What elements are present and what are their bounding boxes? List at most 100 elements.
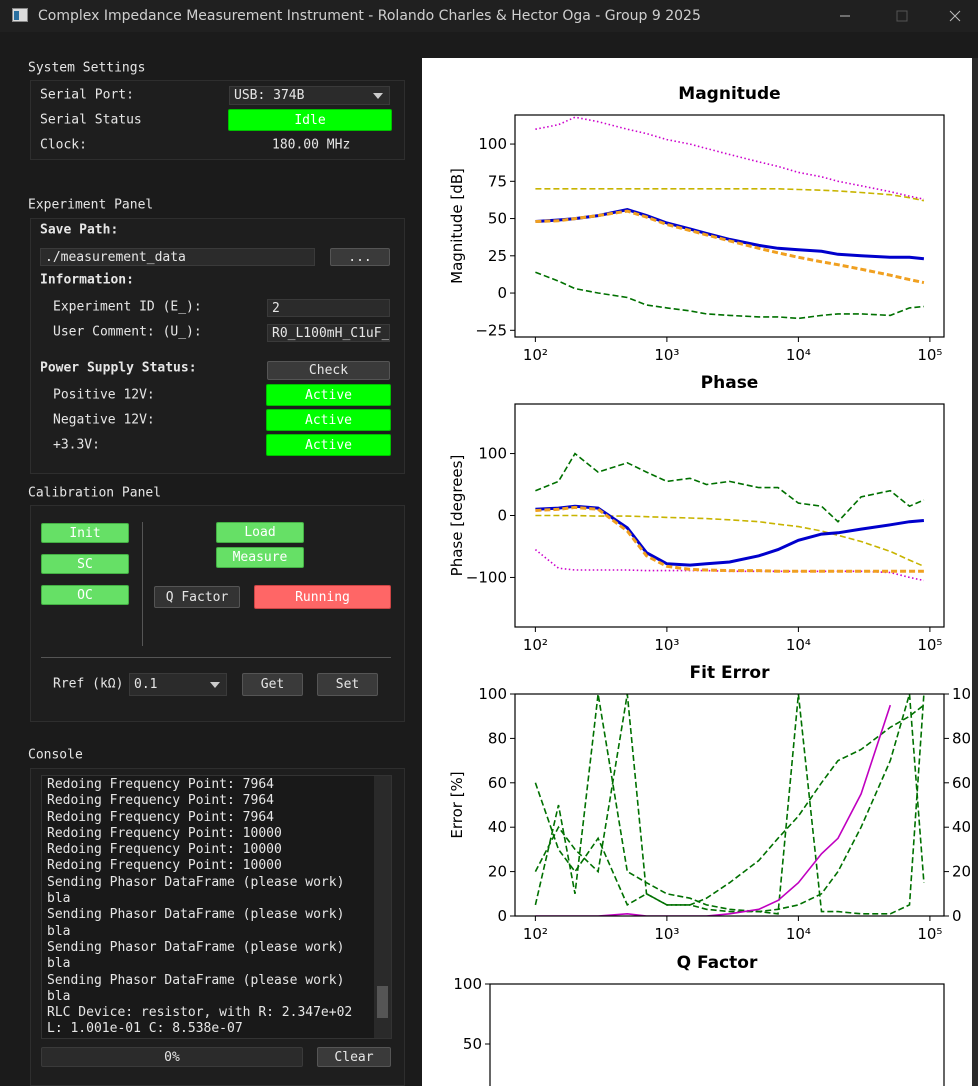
series-line bbox=[535, 116, 925, 200]
title-bar bbox=[0, 0, 978, 32]
y-tick-label: −100 bbox=[466, 568, 507, 586]
console-line: Redoing Frequency Point: 10000 bbox=[47, 858, 282, 874]
y2-tick-label: 0 bbox=[952, 907, 962, 925]
plot-canvas: Magnitude Magnitude [dB] −25 0 25 50 75 100 10² 1… bbox=[422, 58, 972, 1086]
group-title: Experiment Panel bbox=[28, 197, 154, 213]
label: Rref (kΩ) bbox=[53, 676, 124, 692]
label: Serial Status bbox=[40, 112, 142, 128]
console-line: Sending Phasor DataFrame (please work) b… bbox=[47, 972, 345, 1004]
y-tick-label: 40 bbox=[488, 818, 507, 836]
app-icon bbox=[12, 8, 28, 22]
spin-value: 2 bbox=[272, 300, 280, 316]
arrow bbox=[210, 681, 220, 688]
label: Positive 12V: bbox=[53, 387, 155, 403]
plot-title: Magnitude bbox=[678, 84, 780, 104]
oc-button[interactable]: OC bbox=[41, 585, 129, 605]
init-button[interactable]: Init bbox=[41, 523, 129, 543]
experiment-id-spin[interactable]: 2 bbox=[267, 299, 390, 317]
group-title: System Settings bbox=[28, 60, 146, 76]
label: Power Supply Status: bbox=[40, 360, 197, 376]
y-tick-label: 0 bbox=[497, 507, 507, 525]
y2-tick-label: 20 bbox=[952, 863, 971, 881]
y-tick-label: 25 bbox=[488, 247, 507, 265]
label: Clock: bbox=[40, 137, 87, 153]
get-button[interactable]: Get bbox=[242, 673, 303, 696]
y-tick-label: 50 bbox=[488, 210, 507, 228]
sc-button[interactable]: SC bbox=[41, 554, 129, 574]
series-line bbox=[535, 209, 925, 285]
series-line bbox=[534, 694, 925, 915]
series-line bbox=[535, 188, 925, 202]
console-lines: Redoing Frequency Point: 7964 Redoing Fre… bbox=[47, 777, 367, 1037]
console-line: Redoing Frequency Point: 7964 bbox=[47, 793, 274, 809]
series-line bbox=[535, 514, 925, 568]
console-line: Sending Phasor DataFrame (please work) b… bbox=[47, 874, 345, 907]
serial-port-combo[interactable]: USB: 374B bbox=[229, 86, 390, 105]
combo-value: USB: 374B bbox=[234, 88, 305, 103]
running-button[interactable]: Running bbox=[254, 585, 391, 609]
window-controls[interactable] bbox=[830, 6, 970, 26]
arrow bbox=[373, 92, 383, 99]
y-axis-label: Magnitude [dB] bbox=[448, 168, 466, 284]
y-axis-label: Error [%] bbox=[448, 771, 466, 838]
x-tick-label: 10² bbox=[523, 636, 548, 654]
label: Information: bbox=[40, 272, 134, 288]
window-title: Complex Impedance Measurement Instrument… bbox=[38, 8, 701, 24]
axes-frame bbox=[514, 693, 945, 917]
console-line: Redoing Frequency Point: 7964 bbox=[47, 777, 274, 792]
save-path-input[interactable]: ./measurement_data bbox=[40, 248, 315, 266]
label: User Comment: (U_): bbox=[53, 324, 202, 340]
x-tick-label: 10³ bbox=[654, 925, 679, 943]
clear-button[interactable]: Clear bbox=[317, 1047, 391, 1067]
y-tick-label: −25 bbox=[475, 321, 507, 339]
y-tick-label: 100 bbox=[453, 975, 482, 993]
set-button[interactable]: Set bbox=[317, 673, 378, 696]
scrollbar[interactable] bbox=[374, 776, 391, 1038]
y2-tick-label: 40 bbox=[952, 818, 971, 836]
console-line: Sending Phasor DataFrame (please work) b… bbox=[47, 939, 345, 972]
series-line bbox=[535, 504, 925, 567]
group-title: Console bbox=[28, 747, 83, 763]
y-tick-label: 80 bbox=[488, 729, 507, 747]
scroll-thumb[interactable] bbox=[377, 986, 388, 1018]
y-tick-label: 100 bbox=[478, 685, 507, 703]
console-line: Redoing Frequency Point: 10000 bbox=[47, 842, 282, 858]
series-line bbox=[535, 452, 925, 523]
console-line: RLC Device: resistor, with R: 2.347e+02 … bbox=[47, 1005, 353, 1037]
y-tick-label: 0 bbox=[497, 907, 507, 925]
y-tick-label: 50 bbox=[463, 1035, 482, 1053]
y2-tick-label: 80 bbox=[952, 729, 971, 747]
x-tick-label: 10³ bbox=[654, 346, 679, 364]
x-tick-label: 10² bbox=[523, 346, 548, 364]
rref-combo[interactable]: 0.1 bbox=[129, 673, 227, 696]
x-tick-label: 10⁵ bbox=[917, 636, 942, 654]
label: +3.3V: bbox=[53, 437, 100, 453]
axes-frame bbox=[514, 114, 945, 338]
series-line bbox=[534, 704, 925, 907]
load-button[interactable]: Load bbox=[216, 522, 304, 543]
scroll-edge bbox=[972, 58, 978, 1086]
console-line: Sending Phasor DataFrame (please work) b… bbox=[47, 907, 345, 939]
check-button[interactable]: Check bbox=[267, 361, 390, 380]
q-factor-button[interactable]: Q Factor bbox=[154, 586, 240, 608]
console-output: Redoing Frequency Point: 7964 Redoing Fre… bbox=[41, 775, 392, 1039]
label: Save Path: bbox=[40, 222, 119, 238]
group-title: Calibration Panel bbox=[28, 485, 162, 501]
measure-button[interactable]: Measure bbox=[216, 547, 304, 568]
axes-frame bbox=[489, 983, 945, 1086]
browse-button[interactable]: ... bbox=[330, 248, 390, 266]
x-tick-label: 10⁴ bbox=[786, 925, 811, 943]
status-indicator: Idle bbox=[228, 109, 392, 131]
status-indicator: Active bbox=[266, 409, 391, 431]
series-line bbox=[535, 704, 892, 916]
user-comment-input[interactable]: R0_L100mH_C1uF_1 bbox=[267, 324, 390, 342]
plot-title: Q Factor bbox=[677, 953, 758, 973]
label: Serial Port: bbox=[40, 87, 134, 103]
x-tick-label: 10² bbox=[523, 925, 548, 943]
plot-title: Fit Error bbox=[690, 663, 771, 683]
series-line bbox=[535, 505, 924, 573]
y-axis-label: Phase [degrees] bbox=[448, 455, 466, 577]
progress-bar: 0% bbox=[41, 1047, 303, 1067]
console-line: Redoing Frequency Point: 7964 bbox=[47, 809, 274, 825]
